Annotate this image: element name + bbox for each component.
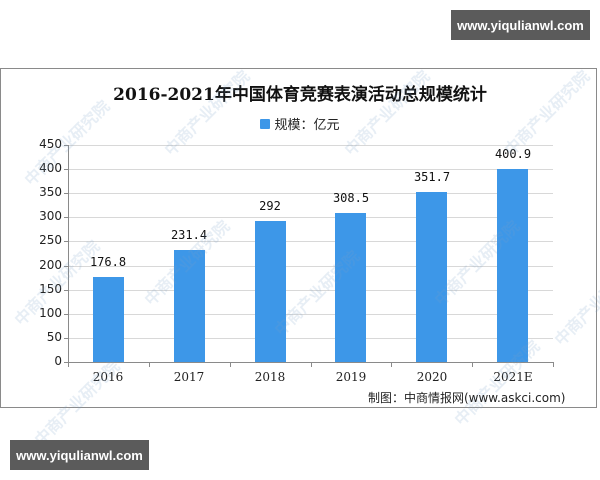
x-tick-mark — [553, 362, 554, 367]
chart-title: 2016-2021年中国体育竞赛表演活动总规模统计 — [113, 85, 487, 105]
gridline — [68, 266, 553, 267]
y-tick-label: 250 — [39, 233, 62, 247]
y-tick-mark — [64, 217, 68, 218]
x-tick-mark — [311, 362, 312, 367]
diagonal-watermark: 中商产业研究院 — [30, 356, 124, 450]
gridline — [68, 290, 553, 291]
legend-swatch-icon — [260, 118, 271, 129]
bar-value-label: 292 — [259, 199, 281, 213]
x-tick-label: 2019 — [335, 370, 367, 384]
chart-legend: 规模：亿元 — [0, 114, 600, 133]
y-tick-mark — [64, 290, 68, 291]
x-tick-label: 2021E — [493, 370, 533, 384]
x-tick-label: 2018 — [254, 370, 286, 384]
gridline — [68, 169, 553, 170]
bar-value-label: 400.9 — [494, 147, 532, 161]
gridline — [68, 338, 553, 339]
x-tick-label: 2020 — [416, 370, 448, 384]
y-tick-label: 350 — [39, 185, 62, 199]
y-tick-label: 200 — [39, 258, 62, 272]
y-tick-label: 50 — [46, 330, 62, 344]
y-tick-label: 300 — [39, 209, 62, 223]
bar-2019 — [335, 213, 366, 362]
gridline — [68, 217, 553, 218]
x-tick-mark — [230, 362, 231, 367]
bar-value-label: 231.4 — [170, 228, 208, 242]
x-tick-mark — [472, 362, 473, 367]
watermark-banner-top: www.yiqulianwl.com — [451, 10, 590, 40]
y-axis-line — [68, 145, 69, 362]
diagonal-watermark: 中商产业研究院 — [550, 256, 600, 350]
y-tick-mark — [64, 338, 68, 339]
bar-value-label: 308.5 — [332, 191, 370, 205]
y-tick-label: 400 — [39, 161, 62, 175]
bar-2021E — [497, 169, 528, 362]
y-tick-label: 450 — [39, 137, 62, 151]
y-tick-mark — [64, 241, 68, 242]
bar-value-label: 176.8 — [89, 255, 127, 269]
source-credit: 制图：中商情报网(www.askci.com) — [368, 391, 566, 405]
legend-label: 规模：亿元 — [274, 118, 340, 133]
y-tick-mark — [64, 145, 68, 146]
x-tick-mark — [68, 362, 69, 367]
gridline — [68, 314, 553, 315]
y-tick-mark — [64, 193, 68, 194]
y-tick-label: 100 — [39, 306, 62, 320]
gridline — [68, 193, 553, 194]
y-tick-label: 0 — [54, 354, 62, 368]
gridline — [68, 145, 553, 146]
y-tick-mark — [64, 169, 68, 170]
y-tick-mark — [64, 266, 68, 267]
bar-2018 — [255, 221, 286, 362]
gridline — [68, 241, 553, 242]
y-tick-mark — [64, 362, 68, 363]
x-axis-line — [68, 362, 553, 363]
bar-2017 — [174, 250, 205, 362]
bar-2016 — [93, 277, 124, 362]
x-tick-mark — [391, 362, 392, 367]
y-tick-label: 150 — [39, 282, 62, 296]
watermark-banner-bottom: www.yiqulianwl.com — [10, 440, 149, 470]
x-tick-label: 2017 — [173, 370, 205, 384]
bar-2020 — [416, 192, 447, 362]
y-tick-mark — [64, 314, 68, 315]
x-tick-label: 2016 — [92, 370, 124, 384]
x-tick-mark — [149, 362, 150, 367]
bar-value-label: 351.7 — [413, 170, 451, 184]
